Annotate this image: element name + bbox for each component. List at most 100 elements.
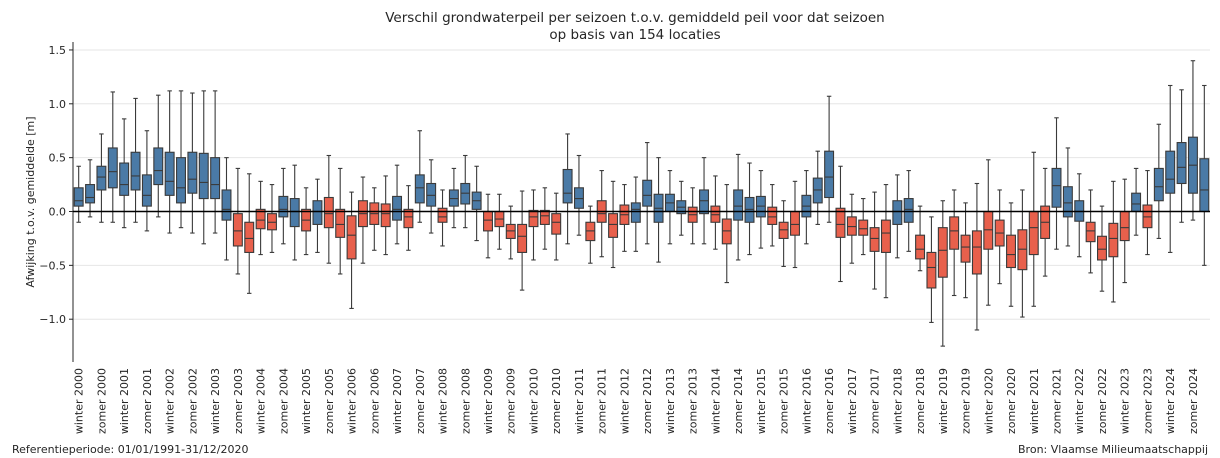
x-tick-label: zomer 2003 bbox=[232, 368, 245, 434]
x-tick-label: winter 2018 bbox=[891, 368, 904, 434]
x-tick-label: winter 2003 bbox=[209, 368, 222, 434]
y-tick-label: 1.5 bbox=[49, 44, 67, 57]
season-box bbox=[176, 157, 186, 204]
season-box bbox=[380, 203, 391, 228]
season-box bbox=[153, 147, 164, 186]
x-tick-label: zomer 2014 bbox=[732, 368, 745, 434]
x-tick-label: zomer 2000 bbox=[95, 368, 108, 434]
season-box bbox=[733, 189, 744, 221]
season-box bbox=[1062, 186, 1073, 218]
season-box bbox=[630, 202, 641, 223]
x-tick-label: zomer 2022 bbox=[1096, 368, 1109, 434]
season-box bbox=[1176, 142, 1187, 185]
season-box bbox=[892, 200, 903, 225]
x-tick-label: zomer 2016 bbox=[823, 368, 836, 434]
x-tick-label: winter 2004 bbox=[255, 368, 268, 434]
x-tick-label: winter 2014 bbox=[709, 368, 722, 434]
x-tick-label: zomer 2006 bbox=[368, 368, 381, 434]
season-box bbox=[346, 215, 357, 260]
season-box bbox=[937, 227, 948, 278]
x-tick-label: zomer 2005 bbox=[323, 368, 336, 434]
x-tick-label: winter 2015 bbox=[755, 368, 768, 434]
season-box bbox=[255, 208, 266, 230]
x-tick-label: zomer 2008 bbox=[459, 368, 472, 434]
x-tick-label: zomer 2010 bbox=[550, 368, 563, 434]
season-box bbox=[107, 147, 118, 189]
season-box bbox=[1085, 221, 1096, 243]
season-box bbox=[1119, 210, 1130, 242]
x-tick-label: winter 2016 bbox=[800, 368, 813, 434]
season-box bbox=[562, 168, 573, 204]
season-box bbox=[790, 210, 800, 236]
season-box bbox=[96, 165, 107, 191]
x-tick-label: zomer 2009 bbox=[505, 368, 518, 434]
source-note: Bron: Vlaamse Milieumaatschappij bbox=[1018, 443, 1208, 456]
season-box bbox=[278, 195, 289, 218]
x-tick-label: zomer 2024 bbox=[1187, 368, 1200, 434]
season-box bbox=[858, 219, 869, 236]
x-tick-label: zomer 2021 bbox=[1051, 368, 1064, 434]
chart-title: Verschil grondwaterpeil per seizoen t.o.… bbox=[385, 10, 885, 26]
season-box bbox=[414, 174, 425, 204]
season-box bbox=[73, 187, 84, 207]
season-box bbox=[119, 162, 130, 196]
season-box bbox=[1153, 167, 1164, 202]
x-tick-label: winter 2024 bbox=[1164, 368, 1177, 434]
season-box bbox=[949, 216, 960, 250]
season-box bbox=[289, 198, 300, 228]
x-tick-label: winter 2011 bbox=[573, 368, 586, 434]
x-tick-label: zomer 2002 bbox=[186, 368, 199, 434]
x-tick-label: zomer 2017 bbox=[869, 368, 882, 434]
x-tick-label: zomer 2015 bbox=[778, 368, 791, 434]
y-axis-label: Afwijking t.o.v. gemiddelde [m] bbox=[24, 116, 37, 287]
x-tick-label: zomer 2007 bbox=[414, 368, 427, 434]
season-box bbox=[903, 198, 914, 223]
season-box bbox=[85, 184, 96, 204]
season-box bbox=[539, 209, 550, 225]
chart-subtitle: op basis van 154 locaties bbox=[549, 27, 721, 43]
season-box bbox=[1108, 222, 1119, 258]
x-tick-label: winter 2008 bbox=[437, 368, 450, 434]
x-tick-label: winter 2001 bbox=[118, 368, 131, 434]
y-tick-label: 0.0 bbox=[49, 206, 67, 219]
x-tick-label: zomer 2020 bbox=[1005, 368, 1018, 434]
season-box bbox=[244, 221, 255, 253]
x-tick-label: winter 2017 bbox=[846, 368, 859, 434]
season-box bbox=[971, 230, 982, 275]
season-box bbox=[392, 195, 403, 221]
season-box bbox=[1028, 210, 1039, 256]
season-box bbox=[551, 213, 562, 235]
season-box bbox=[960, 234, 971, 263]
season-box bbox=[141, 174, 152, 207]
x-tick-label: zomer 2023 bbox=[1141, 368, 1154, 434]
season-box bbox=[312, 200, 323, 225]
x-tick-label: winter 2022 bbox=[1073, 368, 1086, 434]
season-box bbox=[642, 179, 653, 207]
x-tick-label: winter 2006 bbox=[346, 368, 359, 434]
season-box bbox=[130, 151, 141, 191]
season-box bbox=[926, 251, 937, 289]
season-box bbox=[335, 208, 346, 238]
season-box bbox=[699, 189, 710, 215]
y-tick-label: −1.0 bbox=[39, 313, 66, 326]
x-tick-label: winter 2021 bbox=[1028, 368, 1041, 434]
season-box bbox=[767, 206, 778, 225]
season-box bbox=[835, 207, 846, 238]
x-tick-label: zomer 2012 bbox=[641, 368, 654, 434]
season-box bbox=[483, 210, 493, 232]
x-tick-label: winter 2010 bbox=[527, 368, 540, 434]
season-box bbox=[517, 223, 528, 253]
season-box bbox=[608, 213, 619, 238]
season-box bbox=[164, 151, 175, 196]
season-box bbox=[1051, 167, 1062, 208]
season-box bbox=[915, 234, 926, 260]
x-tick-label: winter 2019 bbox=[937, 368, 950, 434]
season-box bbox=[437, 207, 448, 223]
y-tick-label: 0.5 bbox=[49, 152, 67, 165]
season-box bbox=[1097, 235, 1107, 261]
season-box bbox=[1199, 158, 1210, 213]
x-tick-label: winter 2012 bbox=[618, 368, 631, 434]
y-tick-label: 1.0 bbox=[49, 98, 67, 111]
season-box bbox=[221, 189, 232, 221]
